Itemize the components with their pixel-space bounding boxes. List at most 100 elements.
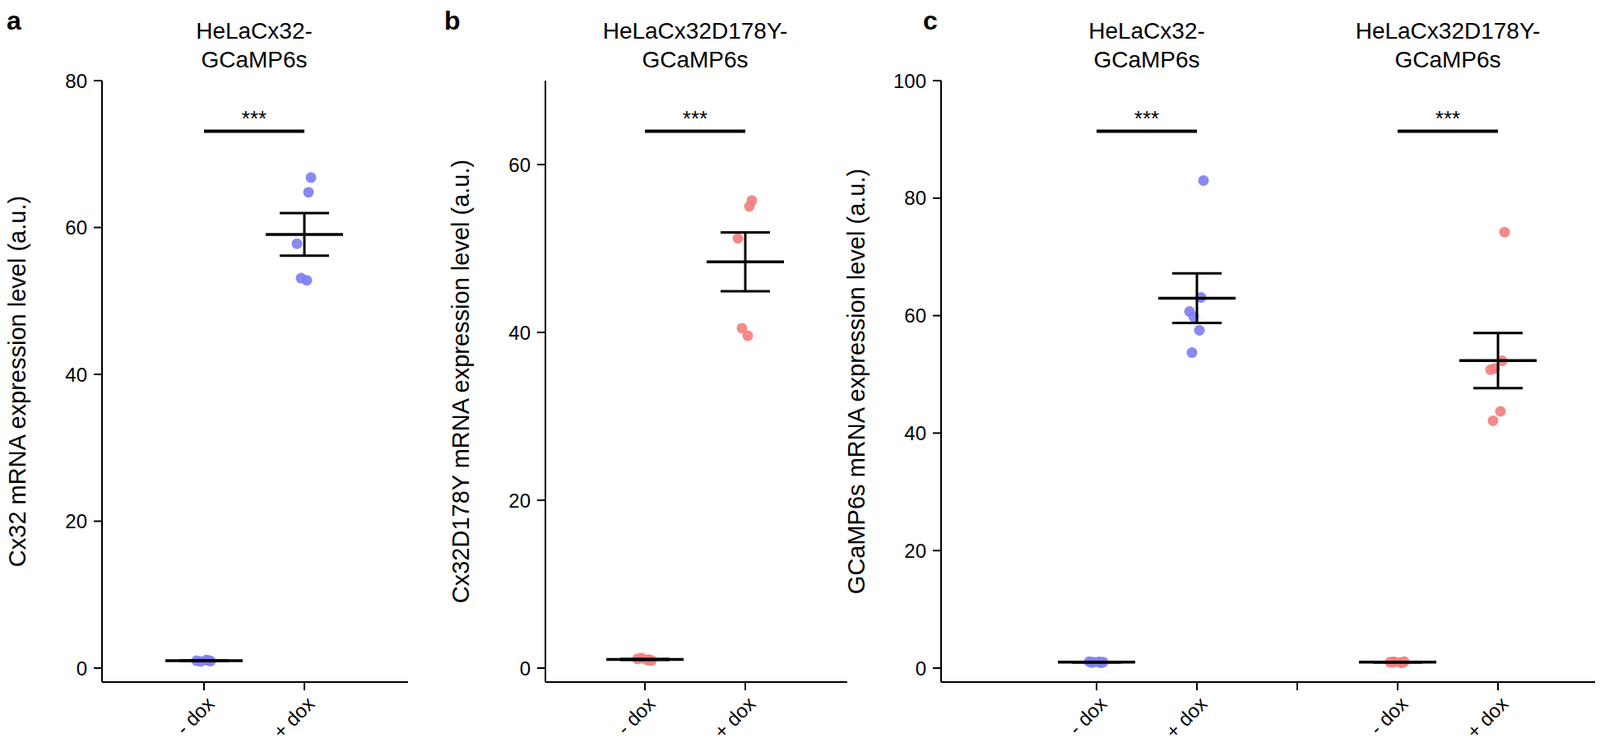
x-tick-blank (1296, 681, 1299, 691)
y-tick (932, 667, 942, 669)
data-point (1194, 324, 1206, 336)
plot-area (1057, 175, 1537, 668)
panel-label: a (6, 5, 22, 36)
y-axis-line (940, 80, 942, 682)
mean-line (165, 658, 243, 663)
x-tick (644, 681, 646, 691)
y-tick (537, 667, 546, 669)
y-tick (93, 79, 103, 82)
panel: b Cx32D178Y mRNA expression level (a.u.) 0… (444, 5, 848, 743)
y-tick-label: 40 (64, 363, 88, 386)
x-tick-label: + dox (1160, 691, 1211, 743)
mean-line (265, 232, 344, 237)
x-tick-label: + dox (709, 691, 760, 743)
x-tick (203, 681, 205, 691)
x-tick-label: + dox (1461, 691, 1512, 743)
mean-line (1057, 660, 1136, 664)
y-tick (93, 520, 103, 523)
x-tick-label: - dox (1064, 691, 1112, 739)
y-tick (537, 163, 546, 166)
x-tick (744, 681, 747, 691)
x-tick-label: + dox (268, 691, 319, 743)
y-tick-label: 60 (508, 153, 531, 177)
group-title: GCaMP6s (200, 46, 307, 73)
data-point (732, 232, 744, 244)
plot-area (606, 194, 784, 666)
y-tick (93, 373, 103, 376)
error-cap-lower (720, 290, 770, 293)
y-tick-label: 0 (76, 657, 88, 680)
y-tick-label: 20 (904, 539, 927, 562)
group-title: GCaMP6s (1394, 46, 1501, 73)
mean-line (1459, 358, 1537, 362)
figure: a Cx32 mRNA expression level (a.u.) 0 20 40 6… (0, 0, 1600, 752)
x-axis-line (102, 681, 409, 683)
panel-label: c (922, 5, 938, 36)
y-tick-label: 60 (64, 216, 88, 239)
panel: c GCaMP6s mRNA expression level (a.u.) 0 20… (843, 5, 1596, 743)
error-cap-upper (279, 211, 330, 214)
y-axis-label: GCaMP6s mRNA expression level (a.u.) (843, 168, 870, 594)
y-tick-label: 100 (893, 69, 927, 93)
y-tick (932, 549, 942, 552)
data-point (1187, 347, 1198, 358)
data-point (1499, 227, 1511, 238)
plot-area (165, 171, 344, 667)
x-tick (1396, 681, 1399, 691)
y-tick (537, 499, 546, 501)
mean-line (1158, 296, 1236, 301)
x-tick (1497, 681, 1499, 691)
group-title: HeLaCx32- (1088, 18, 1206, 44)
y-tick (93, 227, 103, 229)
data-point (1198, 175, 1210, 186)
y-tick-label: 0 (519, 657, 531, 680)
error-cap-lower (1172, 321, 1222, 325)
y-tick (932, 79, 942, 82)
x-tick-label: - dox (612, 691, 660, 739)
error-cap-upper (1172, 272, 1222, 275)
y-tick (932, 197, 942, 200)
significance-label: *** (241, 106, 267, 131)
y-tick-label: 20 (508, 489, 531, 512)
x-tick (1196, 681, 1198, 691)
data-point (306, 171, 317, 183)
y-tick (932, 315, 942, 317)
y-axis-label: Cx32 mRNA expression level (a.u.) (4, 195, 31, 567)
group-title: GCaMP6s (641, 46, 748, 73)
panel: a Cx32 mRNA expression level (a.u.) 0 20 40 6… (4, 5, 409, 743)
data-point (292, 238, 303, 250)
y-tick-label: 20 (64, 510, 88, 533)
panel-label: b (444, 5, 461, 36)
x-axis-line (941, 681, 1596, 683)
y-tick (932, 431, 942, 434)
x-axis-line (545, 681, 848, 683)
y-tick (537, 331, 546, 334)
error-cap-lower (1473, 386, 1523, 390)
y-tick-label: 80 (64, 69, 88, 93)
y-tick-label: 0 (915, 657, 927, 680)
data-point (742, 330, 754, 342)
data-point (301, 274, 313, 286)
y-axis-line (101, 80, 103, 682)
group-title: HeLaCx32D178Y- (1355, 18, 1541, 44)
group-title: HeLaCx32D178Y- (602, 18, 789, 44)
x-tick (303, 681, 306, 691)
significance-label: *** (682, 106, 708, 131)
error-cap-lower (279, 254, 330, 257)
y-tick-label: 60 (904, 304, 927, 327)
data-point (1495, 405, 1507, 417)
y-tick (93, 667, 103, 669)
y-tick-label: 40 (508, 321, 531, 344)
x-tick-label: - dox (171, 691, 219, 739)
data-point (303, 186, 315, 198)
data-point (1488, 415, 1499, 427)
data-point (744, 201, 756, 213)
significance-label: *** (1134, 106, 1160, 131)
y-axis-line (544, 80, 547, 682)
x-tick-label: - dox (1365, 691, 1413, 739)
x-tick (1095, 681, 1098, 691)
group-title: GCaMP6s (1093, 46, 1200, 73)
error-cap-upper (720, 231, 770, 234)
y-axis-label: Cx32D178Y mRNA expression level (a.u.) (447, 159, 474, 603)
mean-line (1358, 660, 1437, 664)
